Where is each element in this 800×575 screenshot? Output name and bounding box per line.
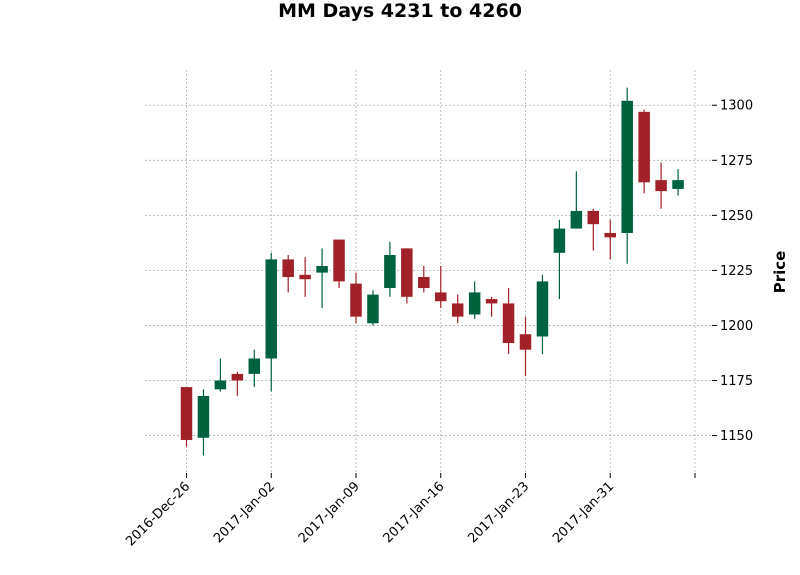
y-tick-label: 1225 [720,264,753,279]
candle-up [316,248,328,308]
candle-down [604,219,616,260]
candle-body [435,292,447,302]
x-tick-label: 2016-Dec-26 [123,479,193,549]
candle-down [282,254,294,293]
candle-up [248,349,261,388]
y-tick-label: 1250 [720,209,753,224]
candle-body [468,292,481,315]
candle-body [299,274,311,280]
x-axis: 2016-Dec-26 2017-Jan-02 2017-Jan-09 2017-Ja… [123,473,696,549]
candle-down [418,265,430,293]
candle-body [519,334,532,350]
x-tick-label: 2017-Jan-09 [296,479,363,546]
candle-body [214,380,227,390]
candle-body [180,387,193,440]
candle-body [536,281,549,337]
candle-body [655,180,667,192]
candle-body [231,373,244,381]
candle-body [604,232,616,238]
x-tick-label: 2017-Jan-16 [381,479,448,546]
candle-body [316,265,328,273]
x-tick-label: 2017-Jan-02 [211,479,278,546]
y-tick-label: 1300 [720,99,753,114]
candle-body [553,228,566,253]
candles [180,87,684,456]
grid [145,70,712,473]
candle-down [401,248,413,304]
candle-down [655,162,667,209]
candle-body [570,210,583,229]
candle-down [502,288,515,355]
candle-up [672,169,684,196]
candle-up [265,252,277,392]
candle-up [570,171,583,229]
candle-up [468,281,481,319]
candle-body [672,180,684,189]
y-axis: 1150 1175 1200 1225 1250 1275 1300 [712,99,753,444]
candle-down [451,294,464,324]
candle-body [367,294,379,324]
chart-title: MM Days 4231 to 4260 [278,0,522,22]
candle-body [197,395,210,438]
candle-body [638,111,650,183]
candle-body [502,303,515,344]
candle-down [485,296,498,317]
candle-down [333,239,345,289]
candle-down [519,316,532,377]
y-tick-label: 1275 [720,154,753,169]
candle-body [384,254,396,289]
y-tick-label: 1200 [720,319,753,334]
candle-body [451,303,464,317]
candle-up [384,241,396,297]
candle-down [587,208,600,251]
candle-body [485,299,498,304]
candle-up [214,358,227,392]
candle-up [536,274,549,355]
y-tick-label: 1175 [720,374,753,389]
candle-down [180,387,193,447]
candle-body [333,239,345,282]
candle-up [621,87,633,264]
candle-body [621,100,633,233]
y-axis-label: Price [771,251,789,294]
candle-down [231,371,244,396]
candle-body [418,277,430,289]
candle-body [587,210,600,225]
y-tick-label: 1150 [720,429,753,444]
candle-down [638,109,650,194]
candle-body [350,283,362,317]
candle-body [282,259,294,278]
candle-body [401,248,413,297]
x-tick-label: 2017-Jan-23 [465,479,532,546]
candle-up [553,219,566,300]
candle-down [299,257,311,297]
candle-up [197,389,210,456]
candle-body [248,358,261,374]
candle-down [435,265,447,308]
candle-down [350,272,362,324]
candle-body [265,259,277,359]
x-tick-label: 2017-Jan-31 [550,479,617,546]
candle-up [367,290,379,326]
